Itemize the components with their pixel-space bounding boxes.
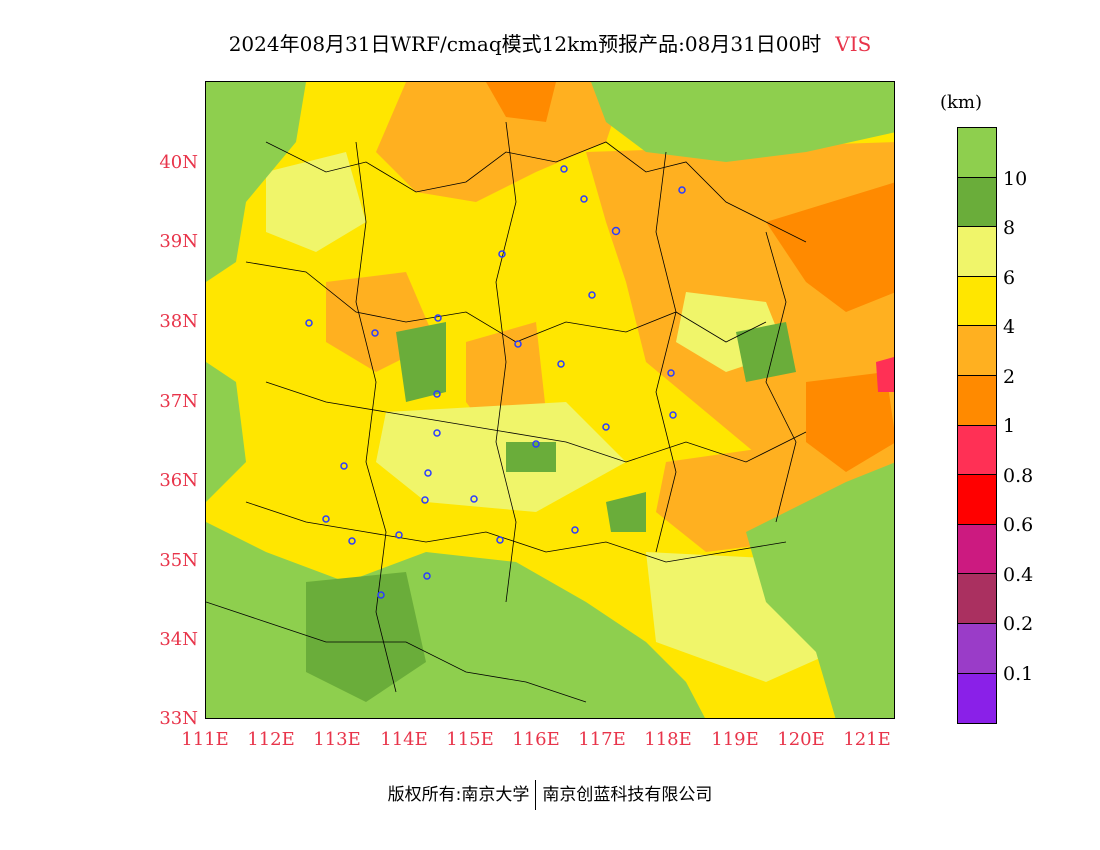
field-darkgreen-s: [606, 492, 646, 532]
lat-label-39n: 39N: [159, 231, 198, 252]
legend-label: 10: [1003, 168, 1028, 190]
lat-label-33n: 33N: [159, 708, 198, 729]
field-green-ne: [591, 82, 894, 162]
legend-label: 1: [1003, 415, 1016, 437]
colorbar-segment: [958, 425, 996, 476]
colorbar-segment: [958, 574, 996, 624]
field-darkgreen-e: [736, 322, 796, 382]
title-variable: VIS: [835, 32, 872, 56]
footer-divider: [535, 780, 537, 810]
colorbar-segment: [958, 375, 996, 426]
field-darkorange-e: [766, 182, 894, 312]
lon-label-121e: 121E: [843, 729, 891, 750]
legend-label: 0.2: [1003, 613, 1034, 635]
legend-colorbar: [957, 127, 997, 725]
legend-label: 0.4: [1003, 564, 1034, 586]
colorbar-segment: [958, 177, 996, 228]
colorbar-segment: [958, 623, 996, 674]
page-title: 2024年08月31日WRF/cmaq模式12km预报产品:08月31日00时 V…: [0, 28, 1100, 57]
field-green-nw: [206, 82, 306, 282]
lon-label-111e: 111E: [181, 729, 229, 750]
legend-label: 0.6: [1003, 514, 1034, 536]
footer-copyright: 版权所有:南京大学: [387, 785, 530, 805]
lat-label-37n: 37N: [159, 391, 198, 412]
city-markers: [305, 165, 686, 599]
lon-label-116e: 116E: [512, 729, 560, 750]
visibility-map: [205, 81, 895, 719]
field-darkgreen-mid: [506, 442, 556, 472]
field-orange-north: [376, 82, 626, 202]
field-green-w: [206, 362, 246, 502]
lat-label-35n: 35N: [159, 550, 198, 571]
legend-unit: (km): [940, 92, 983, 113]
lat-label-36n: 36N: [159, 470, 198, 491]
lat-label-38n: 38N: [159, 311, 198, 332]
field-darkgreen-center: [396, 322, 446, 402]
lon-label-112e: 112E: [247, 729, 295, 750]
colorbar-segment: [958, 475, 996, 525]
lat-label-34n: 34N: [159, 629, 198, 650]
lon-label-114e: 114E: [380, 729, 428, 750]
legend-label: 0.1: [1003, 663, 1034, 685]
colorbar-segment: [958, 673, 996, 724]
colorbar-segment: [958, 276, 996, 327]
legend-label: 8: [1003, 217, 1016, 239]
legend-label: 2: [1003, 366, 1016, 388]
lon-label-113e: 113E: [313, 729, 361, 750]
legend-label: 6: [1003, 267, 1016, 289]
title-main: 2024年08月31日WRF/cmaq模式12km预报产品:08月31日00时: [228, 32, 822, 56]
lon-label-118e: 118E: [644, 729, 692, 750]
legend-label: 4: [1003, 316, 1016, 338]
field-green-se: [746, 462, 894, 718]
lon-label-119e: 119E: [711, 729, 759, 750]
map-canvas: [206, 82, 894, 718]
lon-label-120e: 120E: [777, 729, 825, 750]
colorbar-segment: [958, 128, 996, 178]
field-lightyellow-nw: [266, 152, 366, 252]
field-darkorange-coast: [806, 372, 894, 472]
field-darkgreen-sw: [306, 572, 426, 702]
admin-boundaries: [206, 121, 807, 703]
lon-label-115e: 115E: [446, 729, 494, 750]
field-darkorange-n: [486, 82, 556, 122]
lat-label-40n: 40N: [159, 152, 198, 173]
colorbar-segment: [958, 326, 996, 376]
legend-label: 0.8: [1003, 465, 1034, 487]
colorbar-segment: [958, 524, 996, 575]
colorbar-segment: [958, 227, 996, 277]
footer-company: 南京创蓝科技有限公司: [542, 785, 713, 805]
lon-label-117e: 117E: [578, 729, 626, 750]
copyright-footer: 版权所有:南京大学 南京创蓝科技有限公司: [0, 780, 1100, 810]
field-red-spot: [876, 357, 894, 392]
field-lightyellow-center: [376, 402, 626, 512]
